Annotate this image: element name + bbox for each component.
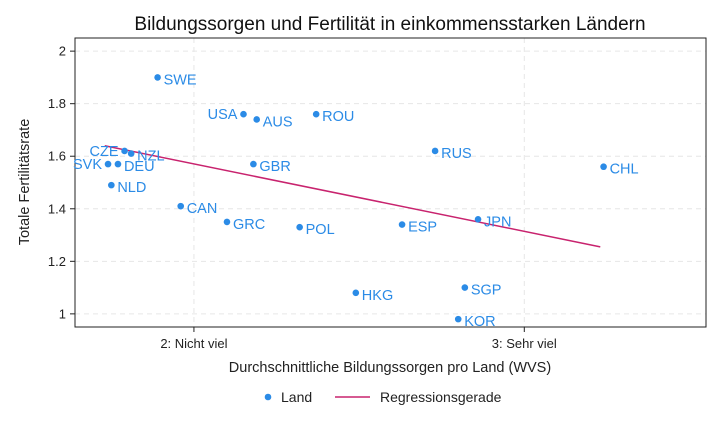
data-point-svk bbox=[104, 160, 112, 168]
point-label-jpn: JPN bbox=[484, 214, 511, 230]
data-point-hkg bbox=[352, 289, 360, 297]
x-axis-ticks: 2: Nicht viel 3: Sehr viel bbox=[160, 327, 557, 351]
plot-frame bbox=[74, 37, 707, 328]
point-label-kor: KOR bbox=[464, 314, 495, 330]
point-label-hkg: HKG bbox=[362, 288, 393, 304]
point-label-cze: CZE bbox=[90, 144, 119, 160]
point-label-can: CAN bbox=[187, 201, 218, 217]
point-label-swe: SWE bbox=[164, 72, 197, 88]
chart-title: Bildungssorgen und Fertilität in einkomm… bbox=[134, 14, 645, 35]
point-label-sgp: SGP bbox=[471, 283, 502, 299]
data-point-swe bbox=[154, 74, 161, 81]
data-point-sgp bbox=[461, 284, 469, 291]
data-point-pol bbox=[296, 223, 303, 231]
data-point-gbr bbox=[250, 160, 257, 168]
y-axis-label: Totale Fertilitätsrate bbox=[17, 119, 33, 246]
data-point-esp bbox=[398, 221, 406, 228]
grid bbox=[75, 38, 706, 327]
data-point-grc bbox=[223, 218, 231, 226]
data-point-usa bbox=[240, 110, 247, 118]
y-tick-label: 2 bbox=[59, 44, 66, 59]
data-point-chl bbox=[600, 163, 607, 171]
legend: Land Regressionsgerade bbox=[264, 389, 502, 405]
regression-line bbox=[104, 144, 601, 248]
data-point-rou bbox=[312, 110, 320, 118]
data-point-nld bbox=[108, 181, 115, 189]
point-label-nld: NLD bbox=[117, 180, 146, 196]
point-label-nzl: NZL bbox=[137, 149, 164, 165]
y-tick-label: 1.8 bbox=[48, 96, 66, 111]
point-label-aus: AUS bbox=[263, 114, 293, 130]
point-label-chl: CHL bbox=[610, 162, 639, 178]
data-point-cze bbox=[121, 147, 128, 155]
data-point-deu bbox=[114, 160, 122, 168]
point-label-rou: ROU bbox=[322, 109, 354, 125]
data-point-kor bbox=[454, 315, 462, 323]
point-label-rus: RUS bbox=[441, 146, 472, 162]
data-point-aus bbox=[253, 116, 261, 123]
point-label-grc: GRC bbox=[233, 217, 265, 233]
point-label-pol: POL bbox=[306, 222, 335, 238]
data-point-can bbox=[177, 202, 185, 210]
point-label-svk: SVK bbox=[73, 157, 102, 173]
data-point-nzl bbox=[127, 150, 135, 157]
y-tick-label: 1.6 bbox=[48, 149, 66, 164]
legend-label-regression: Regressionsgerade bbox=[380, 389, 502, 405]
y-tick-label: 1.2 bbox=[48, 254, 66, 269]
point-label-gbr: GBR bbox=[259, 159, 290, 175]
y-tick-label: 1.4 bbox=[48, 201, 66, 216]
point-label-deu: DEU bbox=[124, 159, 155, 175]
x-axis-label: Durchschnittliche Bildungssorgen pro Lan… bbox=[229, 360, 551, 376]
point-label-usa: USA bbox=[208, 107, 238, 123]
x-tick-label: 2: Nicht viel bbox=[160, 336, 227, 351]
y-axis-ticks: 1 1.2 1.4 1.6 1.8 2 bbox=[48, 44, 75, 321]
data-point-rus bbox=[431, 147, 439, 155]
x-tick-label: 3: Sehr viel bbox=[492, 336, 557, 351]
legend-label-land: Land bbox=[281, 389, 312, 405]
regression-line-group bbox=[104, 144, 601, 248]
point-label-esp: ESP bbox=[408, 220, 437, 236]
scatter-points: SWE USA AUS ROU CZE NZL SVK DEU GBR NLD RUS CHL CAN G… bbox=[73, 72, 639, 330]
y-tick-label: 1 bbox=[59, 306, 66, 321]
data-point-jpn bbox=[474, 215, 482, 223]
legend-marker-land bbox=[264, 393, 272, 401]
